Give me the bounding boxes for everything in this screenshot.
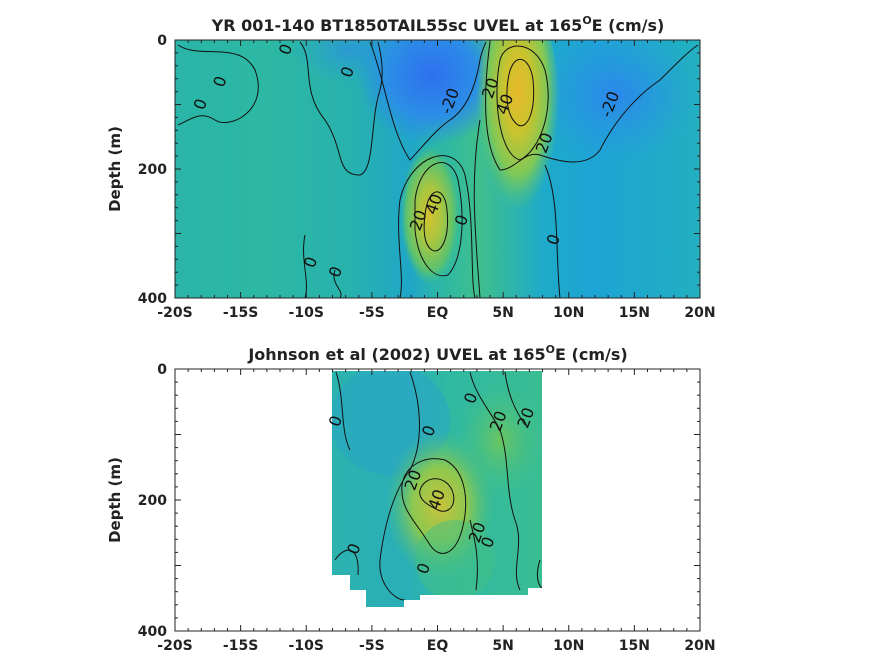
observation-x-tick-label: 15N (619, 638, 650, 654)
model-x-tick-label: 5N (492, 305, 513, 321)
observation-x-tick-label: -15S (223, 638, 258, 654)
observation-x-tick-label: -5S (359, 638, 385, 654)
model-x-tick-label: EQ (427, 305, 449, 321)
observation-y-ticks: 0 200 400 (138, 362, 700, 640)
model-title: YR 001-140 BT1850TAIL55sc UVEL at 165OE … (211, 14, 665, 35)
observation-y-axis-label: Depth (m) (106, 457, 124, 543)
observation-x-tick-label: 5N (492, 638, 513, 654)
observation-x-ticks: -20S -15S -10S -5S EQ 5N 10N 15N 20N (157, 369, 716, 654)
observation-x-tick-label: -10S (289, 638, 324, 654)
model-x-tick-label: 20N (684, 305, 715, 321)
observation-y-tick-label: 0 (157, 362, 167, 378)
model-heatmap (175, 40, 700, 298)
model-x-tick-label: 15N (619, 305, 650, 321)
observation-x-tick-label: EQ (427, 638, 449, 654)
model-contours (177, 41, 699, 298)
observation-x-tick-label: 10N (553, 638, 584, 654)
model-y-tick-label: 200 (138, 162, 167, 178)
observation-title: Johnson et al (2002) UVEL at 165OE (cm/s… (247, 343, 627, 364)
model-x-tick-label: -20S (157, 305, 192, 321)
observation-heatmap (332, 371, 542, 607)
model-x-tick-label: -5S (359, 305, 385, 321)
observation-y-tick-label: 400 (138, 624, 167, 640)
observation-contours (334, 371, 542, 601)
model-y-tick-label: 0 (157, 33, 167, 49)
observation-y-tick-label: 200 (138, 493, 167, 509)
observation-x-tick-label: -20S (157, 638, 192, 654)
model-x-tick-label: -15S (223, 305, 258, 321)
observation-x-tick-label: 20N (684, 638, 715, 654)
model-x-ticks: -20S -15S -10S -5S EQ 5N 10N 15N 20N (157, 40, 716, 321)
model-y-tick-label: 400 (138, 291, 167, 307)
model-y-ticks: 0 200 400 (138, 33, 700, 307)
model-y-axis-label: Depth (m) (106, 126, 124, 212)
model-x-tick-label: -10S (289, 305, 324, 321)
model-x-tick-label: 10N (553, 305, 584, 321)
